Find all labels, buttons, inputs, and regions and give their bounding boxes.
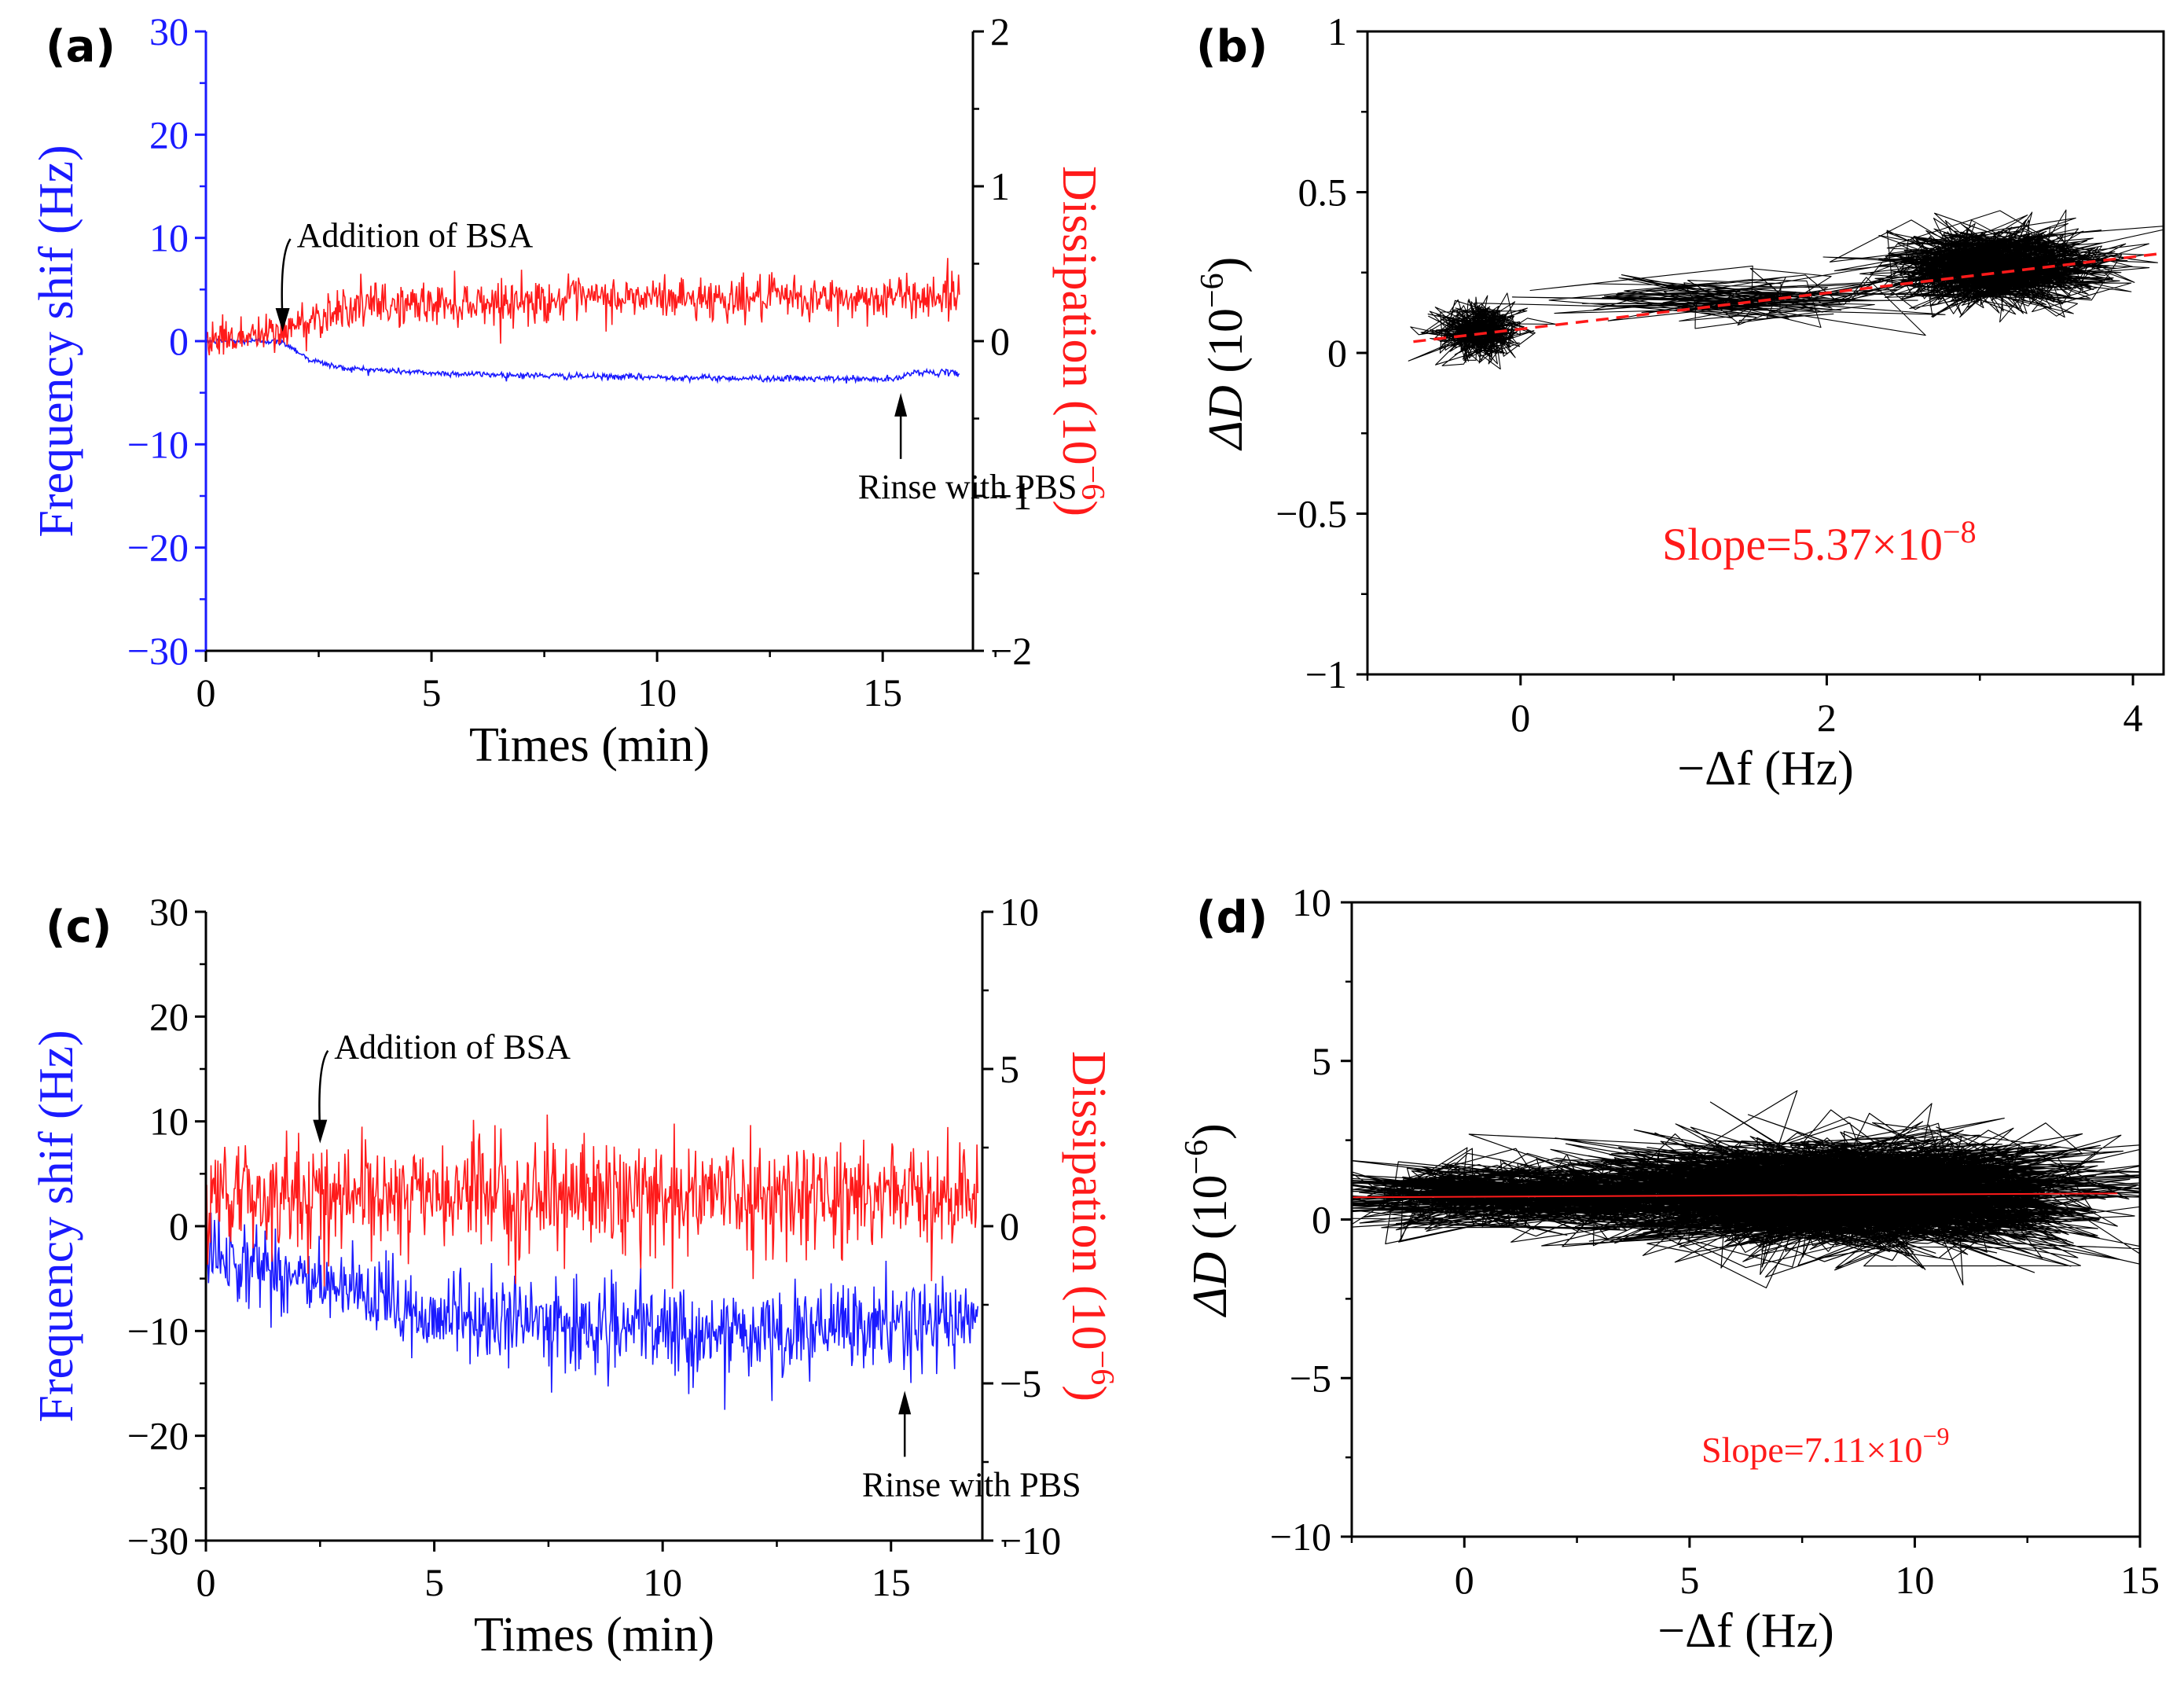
d-y-tick-label: −10 — [1270, 1515, 1331, 1559]
b-y-axis-title: ΔD (10−6) — [1195, 257, 1253, 452]
d-y-tick-label: −5 — [1290, 1356, 1331, 1400]
a-left-tick-label: −30 — [127, 629, 189, 673]
b-x-tick-label: 2 — [1817, 696, 1837, 740]
c-bottom-tick-label: 10 — [643, 1560, 682, 1604]
c-right-tick-label: 5 — [1000, 1047, 1019, 1091]
b-y-tick-label: 0 — [1327, 331, 1347, 375]
panel-c: −30 −20 −10 0 10 20 30 −10 −5 0 5 10 0 5 10 15 Times (mi… — [30, 890, 1120, 1662]
a-bottom-tick-label: 10 — [637, 670, 677, 714]
panel-d: −10 −5 0 5 10 0 5 10 15 −Δf (Hz) ΔD (10−6) Slope=7.… — [1179, 880, 2160, 1658]
d-scatter-trace — [1352, 1090, 2140, 1289]
c-right-tick-label: 10 — [1000, 890, 1039, 934]
a-bottom-tick-label: 0 — [196, 670, 216, 714]
c-y-right-title: Dissipation (10−6) — [1062, 1051, 1120, 1401]
c-left-tick-label: 0 — [169, 1204, 189, 1248]
b-slope-label: Slope=5.37×10−8 — [1662, 514, 1977, 570]
b-y-tick-label: 1 — [1327, 9, 1347, 53]
d-y-axis-title: ΔD (10−6) — [1179, 1123, 1237, 1318]
b-x-axis-title: −Δf (Hz) — [1677, 742, 1854, 795]
a-addition-arrow-line — [281, 238, 292, 322]
a-left-tick-label: 30 — [149, 9, 189, 53]
c-right-tick-label: −10 — [1000, 1519, 1061, 1563]
a-left-tick-label: −20 — [127, 526, 189, 570]
d-slope-label: Slope=7.11×10−9 — [1701, 1422, 1950, 1470]
b-x-tick-label: 0 — [1510, 696, 1530, 740]
b-y-tick-label: −1 — [1305, 652, 1347, 696]
a-left-tick-label: 10 — [149, 216, 189, 260]
a-right-tick-label: 0 — [990, 319, 1010, 363]
b-panel-label: (b) — [1196, 21, 1268, 72]
a-series-dissipation — [205, 258, 960, 356]
a-left-tick-label: 20 — [149, 112, 189, 156]
b-y-tick-label: −0.5 — [1276, 492, 1347, 536]
a-series-frequency — [205, 336, 960, 384]
d-x-tick-label: 10 — [1895, 1558, 1934, 1602]
a-bottom-tick-label: 15 — [863, 670, 902, 714]
a-right-tick-label: −2 — [990, 629, 1032, 673]
a-y-left-title: Frequency shif (Hz) — [30, 145, 83, 537]
c-left-tick-label: −10 — [127, 1309, 189, 1353]
b-y-tick-label: 0.5 — [1298, 171, 1348, 215]
a-rinse-label: Rinse with PBS — [858, 468, 1077, 506]
c-rinse-label: Rinse with PBS — [862, 1465, 1081, 1504]
d-x-axis-title: −Δf (Hz) — [1657, 1604, 1834, 1658]
a-x-axis-title: Times (min) — [469, 718, 710, 772]
c-right-tick-label: −5 — [1000, 1361, 1041, 1405]
d-x-tick-label: 15 — [2120, 1558, 2160, 1602]
c-bottom-tick-label: 15 — [872, 1560, 911, 1604]
a-panel-label: (a) — [46, 21, 116, 72]
c-left-tick-label: 10 — [149, 1100, 189, 1144]
b-x-tick-label: 4 — [2123, 696, 2143, 740]
b-fit-line — [1413, 252, 2164, 343]
c-left-tick-label: 20 — [149, 994, 189, 1038]
d-fit-line — [1352, 1192, 2118, 1199]
d-x-tick-label: 0 — [1455, 1558, 1474, 1602]
c-series-frequency — [205, 1204, 978, 1410]
a-left-tick-label: 0 — [169, 319, 189, 363]
a-right-tick-label: −1 — [990, 474, 1032, 518]
c-bottom-tick-label: 0 — [196, 1560, 216, 1604]
d-plot-area — [1352, 1090, 2140, 1289]
a-right-tick-label: 1 — [990, 164, 1010, 208]
d-y-tick-label: 0 — [1312, 1198, 1331, 1242]
c-left-tick-label: −20 — [127, 1414, 189, 1458]
a-addition-arrowhead — [275, 308, 290, 332]
c-y-left-title: Frequency shif (Hz) — [30, 1030, 83, 1422]
c-bottom-tick-label: 5 — [424, 1560, 444, 1604]
d-x-tick-label: 5 — [1679, 1558, 1699, 1602]
c-panel-label: (c) — [46, 902, 112, 953]
c-left-tick-label: 30 — [149, 890, 189, 934]
a-rinse-arrowhead — [894, 392, 908, 417]
d-y-tick-label: 5 — [1312, 1039, 1331, 1083]
c-right-tick-label: 0 — [1000, 1204, 1019, 1248]
c-addition-arrowhead — [313, 1119, 328, 1144]
d-panel-label: (d) — [1196, 892, 1268, 943]
c-addition-label: Addition of BSA — [334, 1028, 571, 1067]
a-y-right-title: Dissipation (10−6) — [1052, 166, 1110, 516]
a-right-tick-label: 2 — [990, 9, 1010, 53]
c-series-dissipation — [205, 1114, 978, 1289]
c-rinse-arrowhead — [898, 1390, 912, 1415]
b-plot-area — [1408, 209, 2164, 370]
c-addition-arrow-line — [318, 1049, 329, 1133]
a-addition-label: Addition of BSA — [297, 216, 534, 255]
c-x-axis-title: Times (min) — [474, 1608, 714, 1662]
a-left-tick-label: −10 — [127, 422, 189, 466]
c-left-tick-label: −30 — [127, 1519, 189, 1563]
d-y-tick-label: 10 — [1292, 880, 1331, 924]
panel-b: −1 −0.5 0 0.5 1 0 2 4 −Δf (Hz) ΔD (10−6) Slope=5.3… — [1195, 9, 2165, 795]
a-bottom-tick-label: 5 — [422, 670, 442, 714]
